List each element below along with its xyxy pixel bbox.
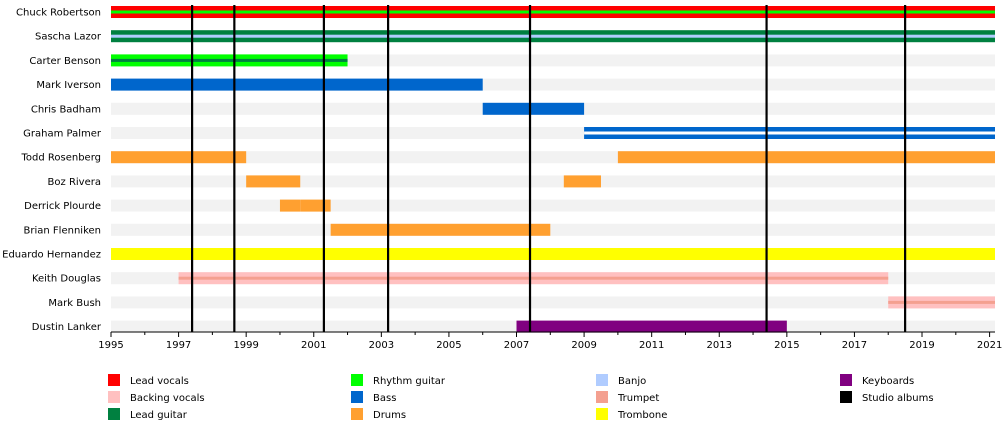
bar-stripe-chuck-robertson-1 [111, 10, 995, 14]
member-label-chuck-robertson: Chuck Robertson [16, 8, 101, 19]
legend-label-lead-vocals: Lead vocals [130, 376, 189, 387]
x-tick-label-2005: 2005 [436, 340, 461, 351]
bar-boz-rivera-1 [246, 175, 301, 188]
legend-label-lead-guitar: Lead guitar [130, 410, 188, 421]
x-tick-label-2015: 2015 [774, 340, 799, 351]
member-label-derrick-plourde: Derrick Plourde [24, 201, 101, 212]
x-tick-label-2019: 2019 [909, 340, 934, 351]
legend-swatch-trombone [596, 408, 608, 420]
x-tick-label-2021: 2021 [977, 340, 1002, 351]
bar-dustin-lanker-1 [516, 320, 787, 333]
bar-derrick-plourde-1 [279, 199, 301, 212]
x-tick-label-2001: 2001 [301, 340, 326, 351]
bar-eduardo-hernandez-1 [111, 248, 995, 260]
legend-swatch-keyboards [840, 374, 852, 386]
bar-brian-flenniken-1 [330, 223, 551, 236]
legend-swatch-studio-albums [840, 391, 852, 403]
legend-label-trumpet: Trumpet [617, 393, 659, 404]
bar-boz-rivera-2 [563, 175, 601, 188]
bar-derrick-plourde-2 [300, 199, 331, 212]
legend-label-drums: Drums [373, 410, 406, 421]
member-bars [111, 6, 995, 333]
legend-swatch-bass [351, 391, 363, 403]
legend-swatch-trumpet [596, 391, 608, 403]
bar-stripe-keith-douglas-1 [178, 276, 889, 280]
legend-label-backing-vocals: Backing vocals [130, 393, 205, 404]
member-label-brian-flenniken: Brian Flenniken [24, 225, 101, 236]
x-tick-label-1999: 1999 [233, 340, 258, 351]
member-label-dustin-lanker: Dustin Lanker [32, 322, 102, 333]
member-label-boz-rivera: Boz Rivera [48, 177, 101, 188]
legend-label-banjo: Banjo [618, 376, 646, 387]
x-tick-label-2007: 2007 [504, 340, 529, 351]
legend-label-bass: Bass [373, 393, 396, 404]
bar-stripe-carter-benson-1 [111, 58, 348, 62]
member-label-mark-bush: Mark Bush [48, 298, 101, 309]
member-label-mark-iverson: Mark Iverson [36, 80, 101, 91]
legend-label-trombone: Trombone [617, 410, 667, 421]
x-tick-label-2017: 2017 [842, 340, 867, 351]
legend-swatch-backing-vocals [108, 391, 120, 403]
x-tick-label-2003: 2003 [369, 340, 394, 351]
legend-swatch-lead-guitar [108, 408, 120, 420]
member-label-carter-benson: Carter Benson [29, 56, 101, 67]
row-background-brian-flenniken [111, 223, 995, 236]
member-label-todd-rosenberg: Todd Rosenberg [20, 153, 101, 164]
member-label-sascha-lazor: Sascha Lazor [35, 32, 102, 43]
bar-stripe-sascha-lazor-1 [111, 34, 995, 38]
bar-mark-iverson-1 [111, 78, 483, 91]
legend-swatch-lead-vocals [108, 374, 120, 386]
legend-label-rhythm-guitar: Rhythm guitar [373, 376, 446, 387]
x-axis: 1995 1997 1999 2001 2003 2005 2007 2009 2011 2013… [98, 331, 1002, 351]
bar-stripe-mark-bush-1 [888, 300, 995, 304]
bar-todd-rosenberg-2 [617, 151, 995, 164]
x-tick-label-2009: 2009 [571, 340, 596, 351]
row-background-derrick-plourde [111, 199, 995, 212]
x-tick-label-2011: 2011 [639, 340, 664, 351]
legend-swatch-drums [351, 408, 363, 420]
member-label-chris-badham: Chris Badham [31, 104, 101, 115]
bar-todd-rosenberg-1 [111, 151, 247, 164]
studio-album-lines [191, 5, 907, 332]
legend-label-studio-albums: Studio albums [862, 393, 934, 404]
x-tick-label-1997: 1997 [166, 340, 191, 351]
member-label-eduardo-hernandez: Eduardo Hernandez [2, 250, 101, 261]
x-tick-label-1995: 1995 [98, 340, 123, 351]
x-tick-label-2013: 2013 [707, 340, 732, 351]
row-background-mark-bush [111, 296, 995, 309]
legend-label-keyboards: Keyboards [862, 376, 914, 387]
member-label-keith-douglas: Keith Douglas [32, 274, 101, 285]
member-labels: Chuck Robertson Sascha Lazor Carter Benson… [2, 8, 102, 334]
legend-swatch-rhythm-guitar [351, 374, 363, 386]
bar-stripe-graham-palmer-1 [584, 131, 995, 135]
bar-chris-badham-1 [482, 102, 585, 115]
row-background-boz-rivera [111, 175, 995, 188]
legend-swatch-banjo [596, 374, 608, 386]
legend: Lead vocals Backing vocals Lead guitar Rhyt… [108, 374, 934, 421]
member-label-graham-palmer: Graham Palmer [23, 129, 102, 140]
